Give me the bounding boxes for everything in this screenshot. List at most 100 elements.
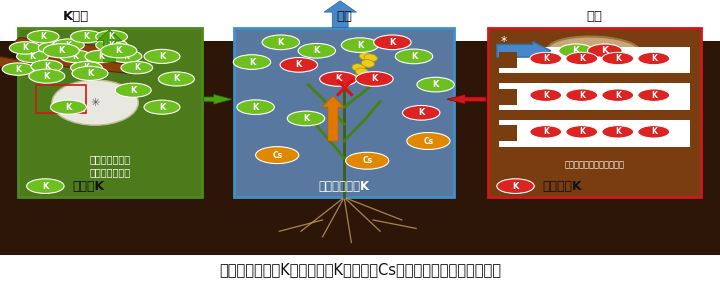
- Text: 表面に存在する: 表面に存在する: [89, 167, 130, 177]
- Text: K: K: [615, 54, 621, 63]
- Circle shape: [158, 72, 194, 86]
- Ellipse shape: [361, 60, 374, 67]
- Text: K: K: [357, 41, 363, 50]
- Text: K: K: [296, 60, 302, 69]
- FancyBboxPatch shape: [0, 57, 45, 73]
- Text: K: K: [174, 74, 179, 83]
- Circle shape: [101, 44, 137, 58]
- Text: K: K: [303, 114, 309, 123]
- Text: K: K: [336, 74, 341, 83]
- Text: K: K: [314, 46, 320, 55]
- Text: K: K: [513, 182, 518, 191]
- Circle shape: [566, 52, 598, 65]
- Circle shape: [566, 125, 598, 138]
- Circle shape: [96, 39, 127, 51]
- Text: K: K: [278, 38, 284, 47]
- Text: K: K: [579, 127, 585, 136]
- Circle shape: [96, 30, 127, 43]
- Text: K: K: [159, 52, 165, 61]
- Text: K: K: [615, 91, 621, 100]
- Bar: [18, 28, 202, 197]
- Text: K: K: [51, 43, 57, 52]
- Text: 鉱物や有機物の: 鉱物や有機物の: [89, 154, 130, 164]
- Circle shape: [346, 152, 389, 169]
- Ellipse shape: [547, 36, 641, 65]
- Text: K: K: [579, 91, 585, 100]
- Text: K: K: [543, 127, 549, 136]
- Circle shape: [121, 61, 153, 74]
- Circle shape: [71, 30, 102, 43]
- Text: K: K: [87, 69, 93, 78]
- Text: K: K: [109, 32, 114, 41]
- Circle shape: [256, 147, 299, 164]
- Text: K: K: [130, 86, 136, 95]
- Circle shape: [9, 42, 41, 54]
- Text: K: K: [123, 52, 129, 61]
- Text: K: K: [15, 65, 21, 74]
- Text: K: K: [44, 72, 50, 81]
- Bar: [488, 28, 701, 197]
- Text: K: K: [30, 52, 35, 61]
- Text: K: K: [109, 41, 114, 50]
- Text: 玄米: 玄米: [586, 10, 602, 23]
- Text: K: K: [433, 80, 438, 89]
- Ellipse shape: [359, 52, 372, 60]
- Text: 雲母鉱物の層間に存在する: 雲母鉱物の層間に存在する: [564, 160, 624, 169]
- Circle shape: [530, 89, 562, 102]
- Bar: [499, 120, 690, 147]
- Circle shape: [144, 100, 180, 114]
- FancyArrow shape: [447, 94, 486, 104]
- Circle shape: [341, 38, 379, 52]
- Bar: [499, 89, 517, 105]
- Circle shape: [2, 63, 34, 75]
- Text: Cs: Cs: [423, 136, 433, 146]
- FancyBboxPatch shape: [91, 61, 146, 74]
- Circle shape: [262, 35, 300, 50]
- Circle shape: [407, 133, 450, 149]
- Text: K: K: [42, 182, 48, 191]
- Circle shape: [43, 44, 79, 58]
- Circle shape: [298, 43, 336, 58]
- Circle shape: [280, 58, 318, 72]
- Circle shape: [638, 52, 670, 65]
- Bar: [499, 47, 690, 73]
- Text: K: K: [411, 52, 417, 61]
- FancyBboxPatch shape: [12, 38, 67, 52]
- Text: K: K: [98, 52, 104, 61]
- Ellipse shape: [52, 80, 138, 125]
- Circle shape: [356, 72, 393, 86]
- Text: K: K: [22, 43, 28, 52]
- Text: K: K: [84, 32, 89, 41]
- Text: K: K: [543, 54, 549, 63]
- Text: K: K: [66, 103, 71, 112]
- Text: ✕: ✕: [331, 76, 356, 105]
- Circle shape: [402, 105, 440, 120]
- Text: K: K: [390, 38, 395, 47]
- Ellipse shape: [345, 75, 358, 83]
- Circle shape: [395, 49, 433, 64]
- Circle shape: [115, 83, 151, 97]
- Text: K: K: [418, 108, 424, 117]
- Text: 非交換態K: 非交換態K: [542, 180, 582, 193]
- Text: K: K: [66, 41, 71, 50]
- Text: 土壌中の交換態Kと非交換態Kは放射性Csの玄米への移行を抑制する: 土壌中の交換態Kと非交換態Kは放射性Csの玄米への移行を抑制する: [219, 262, 501, 277]
- Text: K: K: [651, 127, 657, 136]
- Circle shape: [27, 30, 59, 43]
- Circle shape: [29, 69, 65, 83]
- Text: ✳: ✳: [91, 98, 100, 108]
- Bar: [36, 85, 86, 113]
- Circle shape: [602, 89, 634, 102]
- Text: 水稲: 水稲: [336, 10, 352, 23]
- Circle shape: [530, 52, 562, 65]
- FancyArrow shape: [97, 30, 122, 62]
- Circle shape: [638, 89, 670, 102]
- Circle shape: [72, 66, 108, 80]
- FancyArrow shape: [324, 1, 356, 28]
- Circle shape: [53, 39, 84, 51]
- Text: K: K: [651, 91, 657, 100]
- Circle shape: [320, 72, 357, 86]
- Text: K: K: [372, 74, 377, 83]
- Text: 土壌溶液中のK: 土壌溶液中のK: [318, 180, 369, 193]
- Text: K: K: [116, 46, 122, 55]
- Text: K: K: [601, 46, 608, 55]
